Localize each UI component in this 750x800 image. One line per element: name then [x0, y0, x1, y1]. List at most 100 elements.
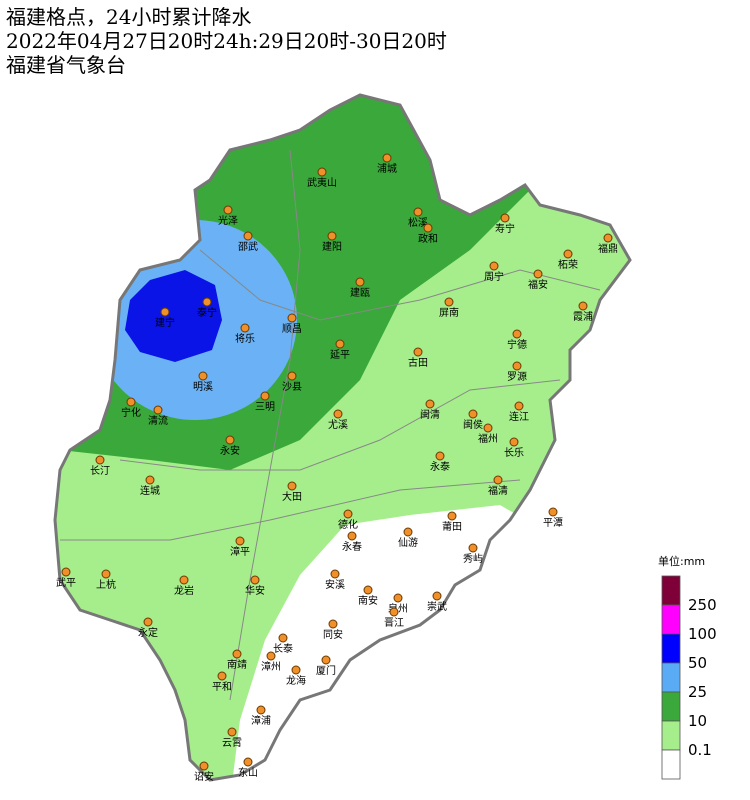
city-label: 德化: [338, 518, 358, 531]
city-dot: [235, 536, 245, 546]
county-borders: [60, 149, 601, 701]
city-dot: [425, 399, 435, 409]
city-label: 宁化: [121, 406, 141, 419]
city-label: 连江: [509, 410, 529, 423]
city-dot: [217, 671, 227, 681]
city-label: 顺昌: [282, 323, 302, 335]
city-dot: [101, 569, 111, 579]
city-label: 南安: [358, 594, 378, 607]
legend-swatch: [661, 662, 681, 693]
city-dot: [317, 167, 327, 177]
city-dot: [509, 437, 519, 447]
city-label: 龙海: [286, 674, 306, 687]
title: 福建格点，24小时累计降水: [6, 5, 252, 29]
city-dot: [287, 481, 297, 491]
city-label: 周宁: [484, 270, 504, 283]
city-dot: [512, 361, 522, 371]
city-label: 福州: [478, 432, 498, 445]
city-dot: [153, 405, 163, 415]
city-label: 诏安: [194, 770, 214, 783]
city-label: 平潭: [543, 517, 563, 529]
city-label: 寿宁: [495, 222, 515, 235]
city-label: 泰宁: [197, 306, 217, 319]
city-label: 晋江: [384, 617, 404, 629]
city-label: 霞浦: [573, 310, 593, 323]
city-label: 仙游: [398, 536, 418, 549]
city-dot: [198, 371, 208, 381]
city-label: 永安: [220, 444, 240, 457]
city-dot: [468, 543, 478, 553]
city-label: 将乐: [235, 333, 255, 345]
city-label: 福鼎: [598, 242, 618, 255]
city-dot: [287, 313, 297, 323]
city-dot: [227, 727, 237, 737]
city-dot: [548, 507, 558, 517]
city-label: 安溪: [325, 578, 345, 591]
city-label: 明溪: [193, 381, 213, 393]
city-label: 莆田: [442, 520, 462, 533]
city-dot: [145, 475, 155, 485]
city-label: 大田: [282, 490, 302, 503]
city-dot: [343, 509, 353, 519]
city-dot: [278, 633, 288, 643]
city-dot: [389, 607, 399, 617]
legend-swatch: [661, 604, 681, 635]
city-dot: [447, 511, 457, 521]
city-label: 光泽: [218, 214, 238, 227]
legend-swatch: [661, 633, 681, 664]
city-label: 沙县: [282, 381, 302, 393]
city-label: 屏南: [439, 306, 459, 319]
legend-label: 100: [688, 625, 717, 643]
city-dot: [287, 371, 297, 381]
city-label: 崇武: [427, 600, 447, 613]
city-label: 漳浦: [251, 714, 271, 727]
legend-label: 0.1: [688, 741, 712, 759]
city-dot: [393, 593, 403, 603]
city-dot: [256, 705, 266, 715]
city-dot: [578, 301, 588, 311]
city-label: 浦城: [377, 162, 397, 175]
city-dot: [330, 569, 340, 579]
city-label: 东山: [238, 766, 258, 779]
city-label: 长泰: [273, 642, 293, 655]
city-dot: [413, 207, 423, 217]
city-dot: [126, 397, 136, 407]
city-dot: [202, 297, 212, 307]
legend-label: 50: [688, 654, 707, 672]
city-label: 同安: [323, 628, 343, 641]
city-dot: [240, 323, 250, 333]
city-label: 武平: [56, 576, 76, 589]
city-label: 建宁: [155, 316, 175, 329]
legend-swatch: [661, 575, 681, 606]
city-dot: [563, 249, 573, 259]
city-label: 福安: [528, 278, 548, 291]
city-label: 厦门: [316, 664, 336, 677]
city-label: 南靖: [227, 658, 247, 671]
legend-swatch: [661, 749, 681, 780]
city-dot: [223, 205, 233, 215]
city-label: 上杭: [96, 578, 116, 591]
city-label: 漳州: [261, 660, 281, 673]
city-label: 政和: [418, 232, 438, 245]
city-label: 清流: [148, 414, 168, 427]
city-dot: [260, 391, 270, 401]
city-dot: [321, 655, 331, 665]
city-label: 龙岩: [174, 584, 194, 597]
city-dot: [243, 231, 253, 241]
city-label: 长汀: [90, 465, 110, 477]
city-dot: [382, 153, 392, 163]
city-label: 连城: [140, 484, 160, 497]
city-label: 福清: [488, 484, 508, 497]
city-label: 宁德: [507, 338, 527, 351]
city-label: 罗源: [507, 370, 527, 383]
city-label: 建阳: [322, 240, 342, 253]
legend-unit: 单位:mm: [658, 554, 705, 568]
city-dot: [95, 455, 105, 465]
province-border: [53, 93, 632, 782]
legend-label: 250: [688, 596, 717, 614]
city-dot: [423, 223, 433, 233]
city-dot: [250, 575, 260, 585]
source: 福建省气象台: [6, 53, 126, 77]
city-label: 永春: [342, 540, 362, 553]
